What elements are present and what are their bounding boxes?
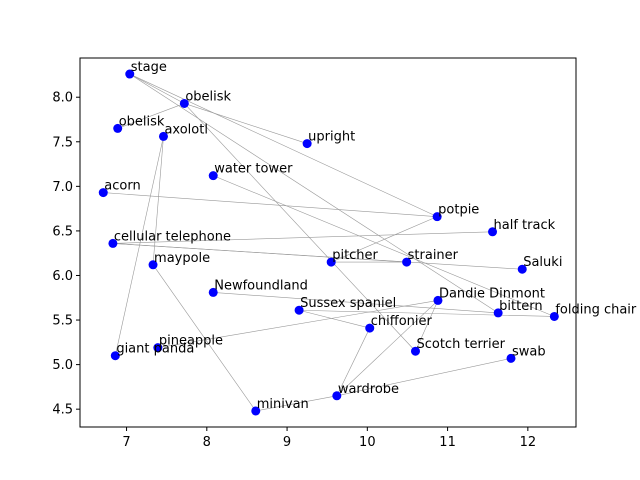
point-label: acorn (104, 179, 140, 194)
edge-line (129, 73, 499, 314)
data-point (410, 346, 420, 356)
edge-line (213, 292, 499, 314)
data-point (302, 139, 312, 149)
edge-line (336, 300, 439, 397)
edge-line (415, 300, 439, 352)
edge-line (112, 231, 493, 244)
y-tick-label: 5.5 (52, 314, 73, 329)
edge-line (299, 309, 555, 317)
point-label: cellular telephone (114, 229, 231, 244)
x-tick-label: 9 (283, 435, 291, 450)
points-layer (98, 69, 559, 416)
edge-line (336, 327, 371, 396)
point-label: axolotl (164, 122, 208, 137)
data-point (332, 391, 342, 401)
y-axis: 4.5 5.0 5.5 6.0 6.5 7.0 7.5 8.0 (52, 91, 80, 418)
data-point (365, 323, 375, 333)
edge-line (336, 358, 512, 397)
x-tick-label: 11 (439, 435, 456, 450)
point-label: upright (308, 130, 355, 145)
point-label: wardrobe (338, 382, 399, 397)
edge-line (331, 216, 438, 263)
data-point (125, 69, 135, 79)
point-label: obelisk (119, 114, 165, 129)
point-label: bittern (499, 299, 542, 314)
edge-line (129, 73, 438, 217)
y-tick-label: 6.5 (52, 224, 73, 239)
data-point (148, 260, 158, 270)
data-point (294, 305, 304, 315)
y-tick-label: 7.5 (52, 135, 73, 150)
edge-line (152, 264, 257, 412)
point-label: chiffonier (371, 314, 433, 329)
x-tick-label: 12 (520, 435, 537, 450)
point-label: obelisk (185, 89, 231, 104)
y-tick-label: 4.5 (52, 403, 73, 418)
point-label: water tower (214, 162, 293, 177)
data-point (493, 308, 503, 318)
y-tick-label: 8.0 (52, 91, 73, 106)
edge-line (255, 395, 337, 412)
edge-line (115, 136, 164, 356)
plot-area-frame (79, 57, 577, 428)
edge-line (184, 103, 416, 352)
point-label: Dandie Dinmont (439, 286, 545, 301)
edges-layer (103, 73, 555, 412)
point-label: pineapple (159, 334, 223, 349)
data-point (98, 188, 108, 198)
point-label: stage (131, 60, 167, 75)
edge-line (112, 243, 523, 270)
edge-line (152, 136, 164, 265)
y-tick-label: 7.0 (52, 180, 73, 195)
edge-line (299, 309, 370, 329)
point-label: swab (512, 344, 546, 359)
edge-line (117, 103, 185, 129)
point-label: folding chair (555, 302, 637, 317)
point-label: Saluki (523, 255, 562, 270)
point-label: pitcher (332, 248, 378, 263)
data-point (251, 406, 261, 416)
data-point (179, 98, 189, 108)
x-axis: 7 8 9 10 11 12 (122, 427, 536, 450)
point-label: strainer (408, 248, 459, 263)
point-label: potpie (438, 203, 479, 218)
data-point (326, 257, 336, 267)
data-point (208, 287, 218, 297)
data-point (110, 351, 120, 361)
x-tick-label: 10 (359, 435, 376, 450)
data-point (506, 353, 516, 363)
point-label: minivan (257, 397, 309, 412)
y-tick-label: 5.0 (52, 358, 73, 373)
x-tick-label: 7 (122, 435, 130, 450)
point-label: maypole (154, 251, 210, 266)
edge-line (157, 300, 439, 348)
data-point (517, 264, 527, 274)
data-point (432, 212, 442, 222)
x-tick-label: 8 (203, 435, 211, 450)
edge-line (184, 103, 308, 144)
data-point (402, 257, 412, 267)
edge-line (213, 175, 555, 317)
data-point (113, 123, 123, 133)
point-label: Scotch terrier (416, 337, 505, 352)
point-label: giant panda (116, 342, 194, 357)
point-label: Newfoundland (214, 278, 308, 293)
data-point (549, 311, 559, 321)
point-label: Sussex spaniel (300, 296, 396, 311)
edge-line (129, 73, 185, 104)
edge-line (103, 192, 438, 217)
point-label: half track (494, 218, 556, 233)
data-point (488, 227, 498, 237)
data-point (153, 343, 163, 353)
data-point (433, 295, 443, 305)
data-point (208, 171, 218, 181)
data-point (108, 238, 118, 248)
y-tick-label: 6.0 (52, 269, 73, 284)
data-point (158, 131, 168, 141)
